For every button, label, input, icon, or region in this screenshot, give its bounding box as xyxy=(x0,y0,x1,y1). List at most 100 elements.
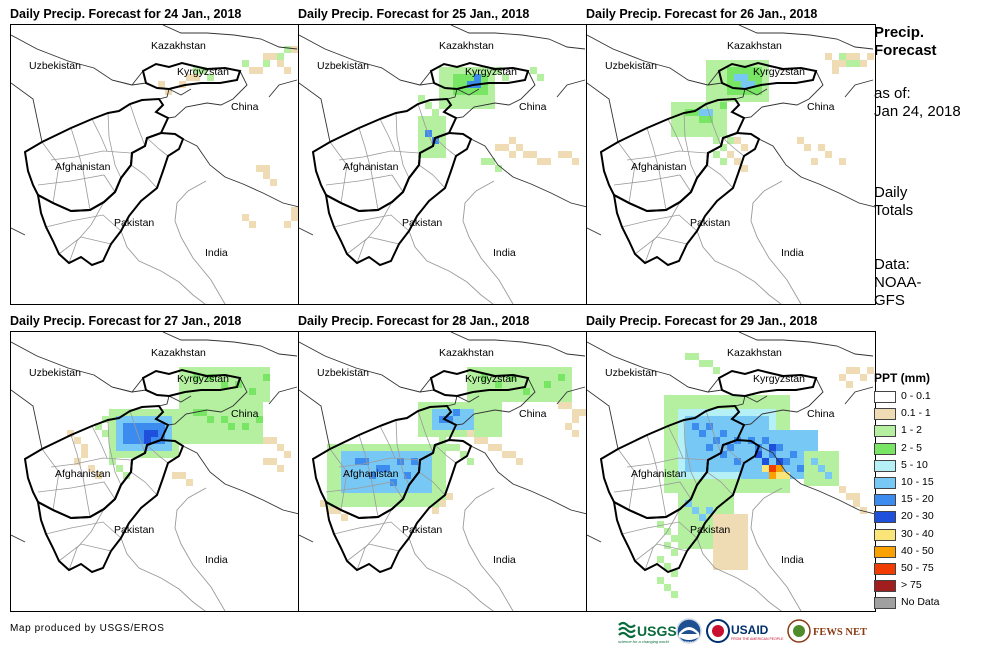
precip-cell xyxy=(291,214,298,221)
precip-cell xyxy=(474,381,481,388)
precip-cell xyxy=(432,416,439,423)
internal-boundary xyxy=(750,487,802,611)
country-label-pakistan: Pakistan xyxy=(402,524,442,536)
precip-cell xyxy=(755,437,762,444)
province-boundary xyxy=(130,164,158,189)
precip-cell xyxy=(783,423,790,430)
precip-cell xyxy=(685,507,692,514)
precip-cell xyxy=(137,409,144,416)
precip-cell xyxy=(706,437,713,444)
precip-cell xyxy=(200,437,207,444)
precip-cell xyxy=(263,53,270,60)
precip-cell xyxy=(88,465,95,472)
precip-cell xyxy=(544,395,551,402)
precip-cell xyxy=(137,444,144,451)
precip-cell xyxy=(846,493,853,500)
precip-cell xyxy=(418,465,425,472)
precip-cell xyxy=(565,423,572,430)
precip-cell xyxy=(727,395,734,402)
precip-cell xyxy=(713,109,720,116)
precip-cell xyxy=(235,388,242,395)
precip-cell xyxy=(186,381,193,388)
precip-cell xyxy=(439,458,446,465)
precip-cell xyxy=(699,528,706,535)
precip-cell xyxy=(249,437,256,444)
precip-cell xyxy=(685,493,692,500)
precip-cell xyxy=(334,451,341,458)
precip-cell xyxy=(460,430,467,437)
precip-cell xyxy=(720,514,727,521)
precip-cell xyxy=(327,458,334,465)
precip-cell xyxy=(776,402,783,409)
precip-cell xyxy=(685,542,692,549)
precip-cell xyxy=(193,430,200,437)
precip-cell xyxy=(221,416,228,423)
precip-map: Kazakhstan Uzbekistan Kyrgyzstan China Afgha… xyxy=(11,332,299,611)
precip-cell xyxy=(256,374,263,381)
precip-cell xyxy=(516,367,523,374)
precip-cell xyxy=(74,437,81,444)
country-border xyxy=(587,82,619,143)
precip-cell xyxy=(228,423,235,430)
precip-cell xyxy=(376,444,383,451)
precip-cell xyxy=(811,451,818,458)
precip-cell xyxy=(179,416,186,423)
fewsnet-text: FEWS NET xyxy=(813,627,867,638)
precip-cell xyxy=(172,416,179,423)
precip-cell xyxy=(713,402,720,409)
precip-cell xyxy=(846,367,853,374)
precip-cell xyxy=(678,486,685,493)
precip-cell xyxy=(235,423,242,430)
precip-cell xyxy=(657,556,664,563)
precip-cell xyxy=(481,95,488,102)
precip-cell xyxy=(102,430,109,437)
precip-cell xyxy=(270,53,277,60)
precip-cell xyxy=(839,60,846,67)
precip-cell xyxy=(228,374,235,381)
precip-cell xyxy=(699,416,706,423)
precip-cell xyxy=(418,486,425,493)
precip-cell xyxy=(193,395,200,402)
side-data-line3: GFS xyxy=(874,292,905,309)
precip-cell xyxy=(544,158,551,165)
precip-cell xyxy=(200,395,207,402)
map-panel: Daily Precip. Forecast for 24 Jan., 2018… xyxy=(9,7,301,307)
province-boundary xyxy=(379,425,396,459)
precip-cell xyxy=(439,479,446,486)
precip-cell xyxy=(467,409,474,416)
precip-cell xyxy=(741,479,748,486)
precip-cell xyxy=(376,458,383,465)
precip-cell xyxy=(200,367,207,374)
internal-boundary xyxy=(408,230,494,304)
precip-cell xyxy=(186,423,193,430)
legend-swatch xyxy=(874,528,896,541)
precip-cell xyxy=(839,53,846,60)
precip-cell xyxy=(425,430,432,437)
precip-cell xyxy=(706,102,713,109)
panel-title: Daily Precip. Forecast for 24 Jan., 2018 xyxy=(10,7,242,21)
precip-cell xyxy=(404,465,411,472)
precip-cell xyxy=(256,165,263,172)
precip-cell xyxy=(277,444,284,451)
legend-swatch xyxy=(874,391,896,403)
precip-cell xyxy=(706,109,713,116)
precip-cell xyxy=(692,402,699,409)
precip-cell xyxy=(418,423,425,430)
country-border xyxy=(743,70,824,119)
precip-cell xyxy=(418,444,425,451)
precip-cell xyxy=(748,74,755,81)
precip-cell xyxy=(334,500,341,507)
legend-label: 20 - 30 xyxy=(901,510,934,523)
precip-cell xyxy=(390,465,397,472)
noaa-text: NOAA xyxy=(685,640,694,644)
country-border xyxy=(587,227,602,236)
precip-cell xyxy=(685,430,692,437)
precip-cell xyxy=(277,60,284,67)
province-boundary xyxy=(45,214,122,232)
province-boundary xyxy=(50,457,132,468)
precip-cell xyxy=(706,458,713,465)
precip-cell xyxy=(762,486,769,493)
precip-cell xyxy=(558,151,565,158)
province-boundary xyxy=(50,150,132,161)
precip-cell xyxy=(678,458,685,465)
